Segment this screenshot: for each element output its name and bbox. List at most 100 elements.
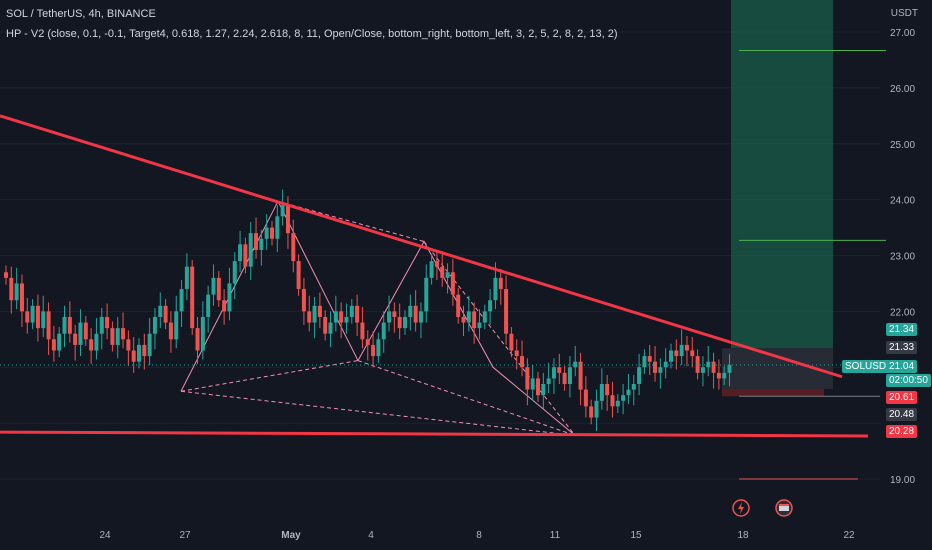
trendlines[interactable] [0,114,869,438]
candle[interactable] [275,216,280,239]
candle[interactable] [711,361,716,373]
candle[interactable] [301,289,306,312]
candle[interactable] [137,344,141,362]
candle[interactable] [706,361,711,368]
candle[interactable] [663,361,668,368]
candle[interactable] [238,244,243,262]
candle[interactable] [179,289,184,312]
candle[interactable] [403,316,407,329]
candle[interactable] [227,283,232,312]
candle[interactable] [477,322,482,329]
candle[interactable] [83,322,88,340]
candle[interactable] [62,316,67,334]
candle[interactable] [637,367,642,385]
candle[interactable] [339,311,344,323]
candle[interactable] [440,266,445,278]
candle[interactable] [211,277,216,295]
candle[interactable] [684,344,689,351]
candle[interactable] [57,333,62,351]
candle[interactable] [131,350,136,362]
candle[interactable] [105,316,110,329]
candle[interactable] [626,389,631,396]
candle[interactable] [498,277,503,290]
candle[interactable] [567,367,572,385]
candle[interactable] [371,344,376,357]
candle[interactable] [466,311,471,323]
pattern-dashed-leg[interactable] [180,360,359,392]
candle[interactable] [536,378,540,396]
candle[interactable] [94,333,99,351]
candle[interactable] [355,305,360,323]
candle[interactable] [445,272,450,278]
harmonic-pattern[interactable] [180,200,576,436]
pattern-dashed-leg[interactable] [180,390,576,436]
candle[interactable] [562,372,567,385]
candle[interactable] [254,233,259,250]
candle[interactable] [456,294,461,317]
candle[interactable] [126,339,131,351]
candle[interactable] [9,277,14,301]
candle[interactable] [307,311,312,323]
candle[interactable] [424,277,429,312]
candle[interactable] [690,350,695,357]
candle[interactable] [546,378,551,385]
candle[interactable] [700,367,705,373]
candle[interactable] [695,356,700,373]
candle[interactable] [679,344,684,357]
candle[interactable] [520,356,525,368]
candle[interactable] [291,233,296,262]
candle[interactable] [248,233,253,267]
candle[interactable] [46,311,51,340]
candle[interactable] [727,365,732,373]
candle[interactable] [317,305,322,317]
candle[interactable] [35,305,40,329]
candle[interactable] [121,328,126,340]
candlesticks[interactable] [0,189,880,431]
candle[interactable] [200,316,205,351]
candle[interactable] [525,367,530,390]
candle[interactable] [259,238,264,250]
candle[interactable] [30,305,35,323]
candle[interactable] [333,311,338,323]
candle[interactable] [344,316,349,323]
candle[interactable] [541,384,546,396]
candle[interactable] [530,378,535,390]
candle[interactable] [413,305,418,323]
candle[interactable] [323,316,328,334]
candle[interactable] [408,305,413,317]
candle[interactable] [381,322,386,340]
candle[interactable] [647,356,652,362]
candle[interactable] [509,333,514,351]
candle[interactable] [599,384,604,401]
candle[interactable] [51,339,56,351]
event-badges[interactable] [732,499,793,517]
candle[interactable] [222,300,227,312]
candle[interactable] [243,244,248,267]
candle[interactable] [716,372,721,379]
candle[interactable] [147,333,152,357]
candle[interactable] [152,316,157,334]
candle[interactable] [450,272,455,295]
candle[interactable] [589,406,594,418]
candle[interactable] [67,316,72,334]
candle[interactable] [115,328,120,345]
candle[interactable] [184,266,189,290]
candle[interactable] [285,205,290,234]
candle[interactable] [73,333,78,345]
candle[interactable] [190,266,195,329]
candle[interactable] [376,339,381,357]
candle[interactable] [41,311,46,329]
candle[interactable] [669,350,673,362]
pattern-dashed-leg[interactable] [357,360,576,436]
candle[interactable] [615,400,620,407]
profit-zone[interactable] [731,0,833,349]
candle[interactable] [232,261,237,284]
candle[interactable] [418,311,423,323]
candle[interactable] [493,277,498,301]
candle[interactable] [557,367,562,373]
candle[interactable] [674,350,679,357]
candle[interactable] [110,328,115,345]
descending-trendline[interactable] [0,114,843,379]
candle[interactable] [163,305,168,323]
candle[interactable] [488,300,493,312]
